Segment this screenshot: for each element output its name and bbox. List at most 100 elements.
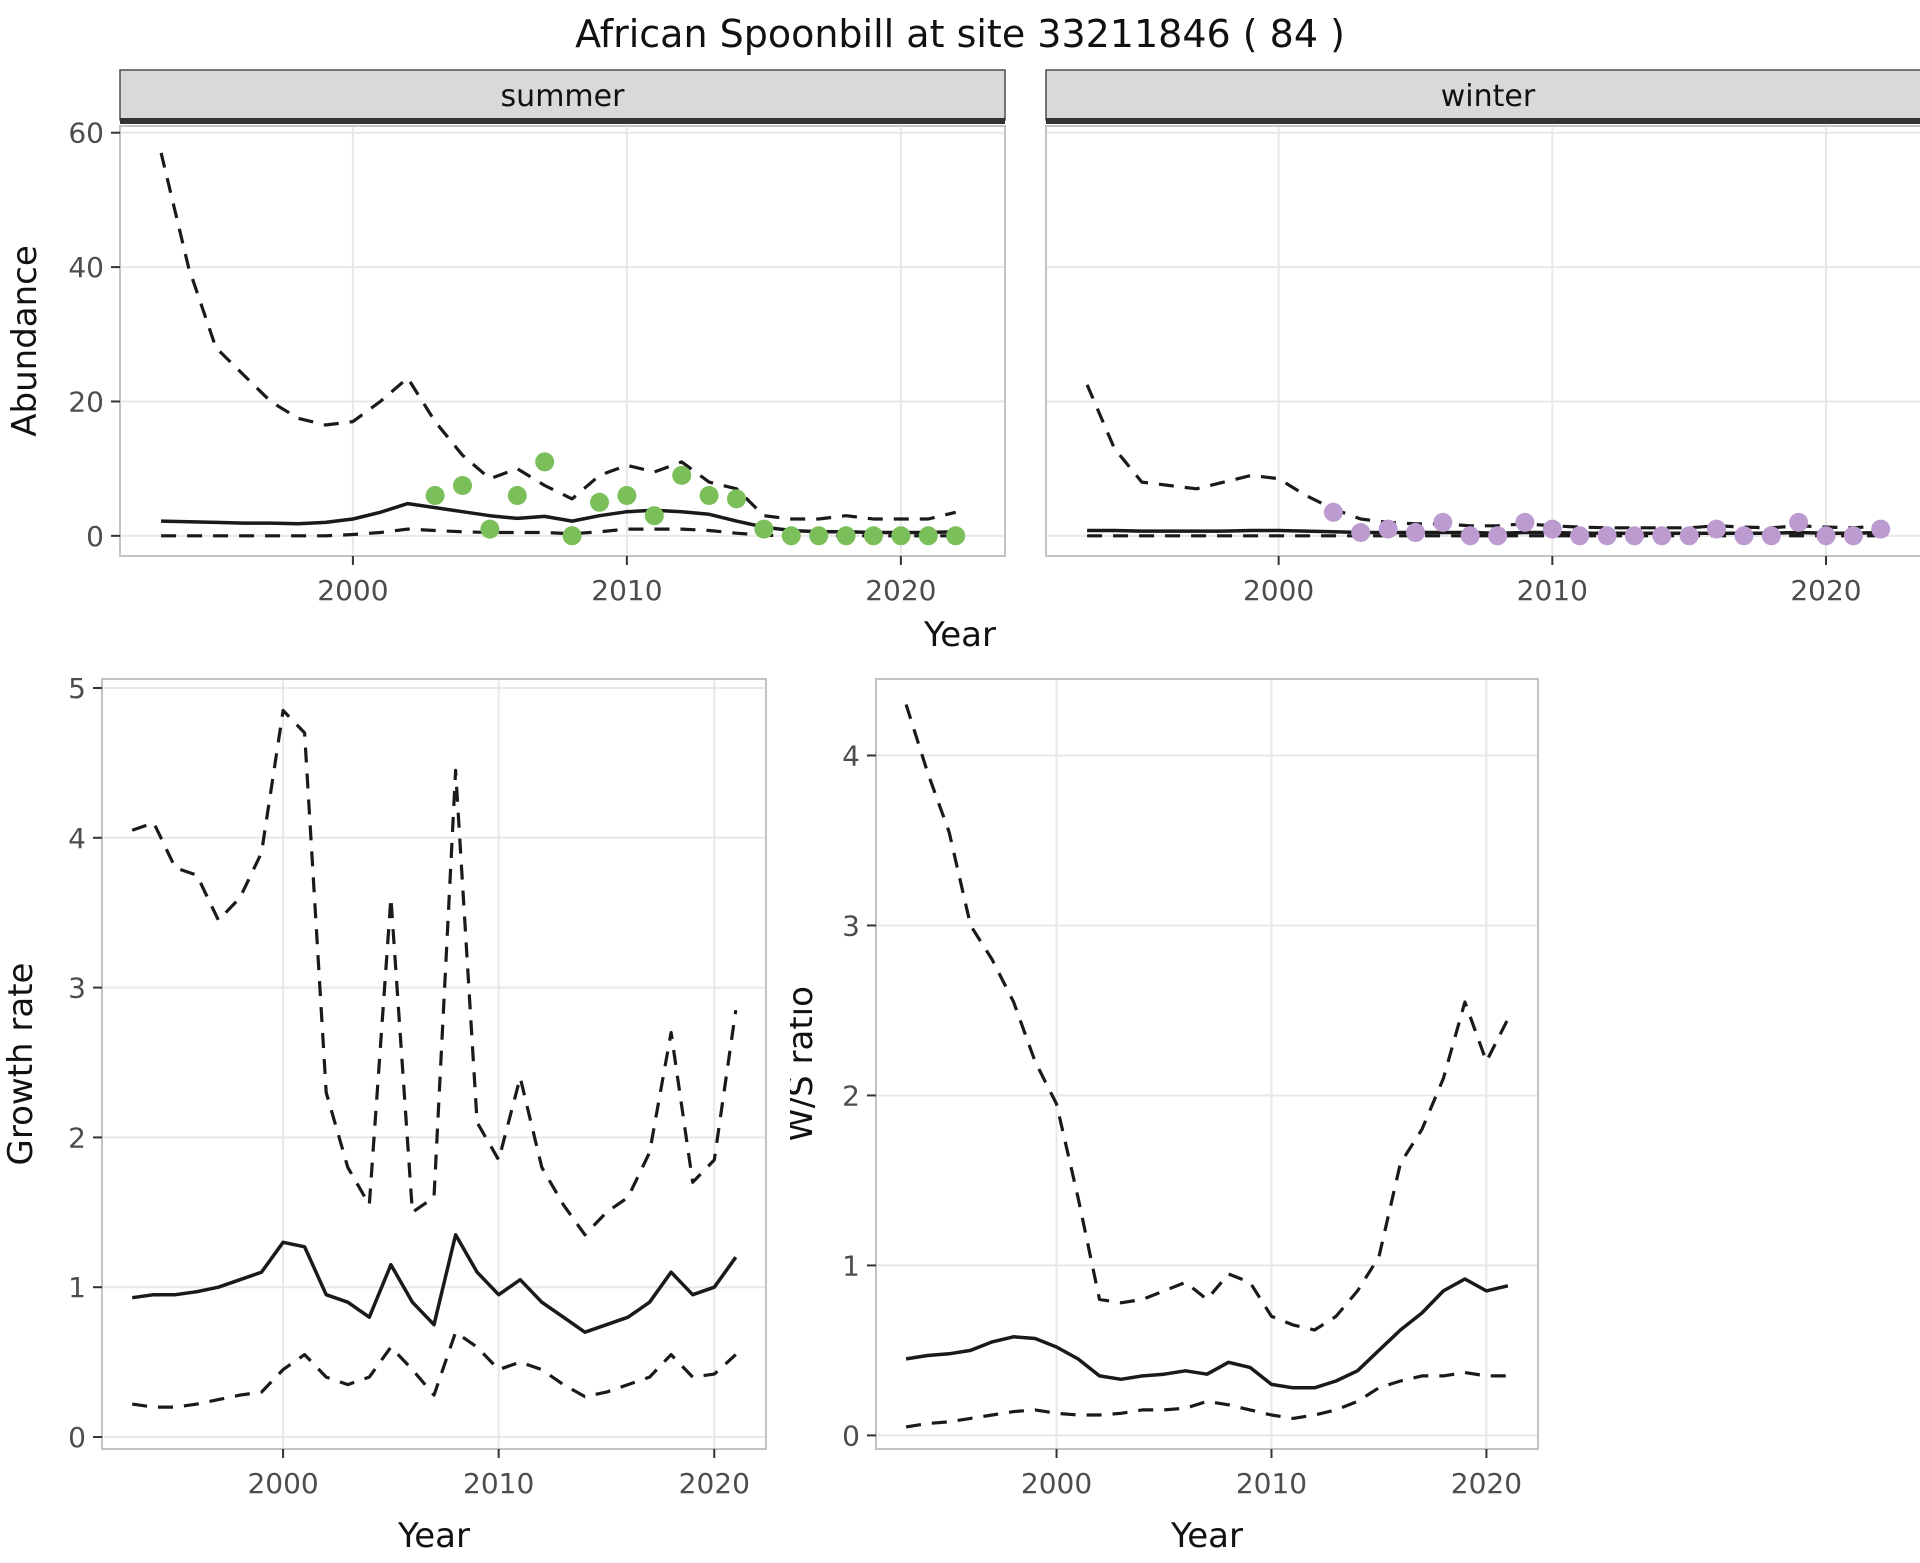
observation-point [1488,526,1508,546]
y-tick-label: 0 [86,520,104,553]
facet-strip [1045,69,1920,121]
upper_95ci-line [131,708,738,1237]
x-tick-label: 2020 [1451,1467,1522,1500]
y-tick-label: 60 [68,117,104,150]
x-tick-label: 2000 [1021,1467,1092,1500]
observation-point [590,492,609,512]
x-tick-label: 2000 [1243,574,1314,607]
observation-point [480,519,500,539]
observation-point [1406,523,1425,542]
observation-point [1323,502,1343,522]
y-tick-label: 0 [68,1421,86,1454]
y-tick-label: 5 [68,672,86,705]
panel-border [101,678,767,1450]
observation-point [1761,526,1781,546]
figure-title: African Spoonbill at site 33211846 ( 84 … [575,12,1345,56]
fitted-line [905,1277,1509,1390]
observation-point [1624,526,1644,546]
observation-point [453,476,472,495]
observation-point [891,526,911,546]
observation-point [1378,519,1398,539]
panel-background [876,679,1538,1449]
x-tick-label: 2010 [463,1467,534,1500]
panel-background [1046,126,1920,556]
observation-point [946,526,966,546]
observation-point [1734,526,1754,546]
observation-point [617,486,637,505]
observation-point [644,506,664,526]
observation-point [535,452,555,472]
y-tick-label: 2 [68,1121,86,1154]
facet-strip-label: winter [1441,79,1536,114]
abundance-facet-row: 2000 2010 2020 0 20 40 60 summer Abundance 2000 2… [0,68,1920,613]
observation-point [1652,526,1672,546]
growth-rate-chart: 2000 2010 2020 0 1 2 3 4 5 Growth rate Year [1,672,767,1556]
y-tick-label: 4 [68,822,86,855]
y-axis-label: Growth rate [1,963,41,1166]
observation-point [1707,519,1726,539]
observation-point [1570,526,1590,546]
observation-point [1433,512,1453,532]
observation-point [1816,526,1836,546]
x-axis-label: Year [1170,1516,1243,1556]
observation-point [1843,526,1863,546]
facet-strip-underline [120,118,1005,124]
y-tick-label: 0 [842,1419,860,1452]
x-axis-label: Year [397,1516,470,1556]
x-tick-label: 2020 [1790,574,1861,607]
top-x-axis-label: Year [924,615,996,655]
observation-point [781,526,801,546]
observation-point [1789,512,1809,532]
fitted-line [131,1233,738,1334]
x-tick-label: 2010 [1517,574,1588,607]
x-tick-label: 2010 [1236,1467,1307,1500]
ws-ratio-chart: 2000 2010 2020 0 1 2 3 4 W/S ratio Year [790,678,1539,1556]
panel-border [119,125,1006,557]
observation-point [562,526,582,546]
winter-abundance-chart: 2000 2010 2020 winter [1045,69,1920,607]
observation-point [727,489,746,509]
facet-strip-underline [1046,118,1920,124]
lower_95ci-line [131,1330,737,1409]
y-axis-label: Abundance [5,245,45,437]
y-tick-label: 1 [842,1249,860,1282]
upper_95ci-line [904,704,1510,1332]
observation-point [1351,523,1371,542]
observation-point [809,526,829,546]
panel-border [875,678,1539,1450]
observation-point [699,486,719,505]
observation-point [1597,526,1617,546]
x-tick-label: 2010 [591,574,662,607]
y-tick-label: 3 [842,909,860,942]
facet-strip-label: summer [501,79,626,114]
y-tick-label: 40 [68,251,104,284]
y-tick-label: 1 [68,1271,86,1304]
observation-point [1679,526,1699,546]
y-tick-label: 20 [68,385,104,418]
observation-point [672,465,692,485]
observation-point [754,519,774,539]
y-tick-label: 2 [842,1079,860,1112]
y-axis-label: W/S ratio [790,986,821,1142]
observation-point [918,526,938,546]
x-tick-label: 2020 [865,574,936,607]
upper_95ci-line [159,152,957,521]
observation-point [1515,512,1535,532]
observation-point [1871,519,1891,539]
derived-metrics-row: 2000 2010 2020 0 1 2 3 4 5 Growth rate Year 2000 20… [0,663,1920,1563]
x-tick-label: 2000 [317,574,388,607]
x-tick-label: 2020 [679,1467,750,1500]
summer-abundance-chart: 2000 2010 2020 0 20 40 60 summer Abundance [5,69,1006,607]
observation-point [836,526,856,546]
y-tick-label: 3 [68,972,86,1005]
upper_95ci-line [1085,384,1881,530]
panel-border [1045,125,1920,557]
observation-point [425,486,445,505]
y-tick-label: 4 [842,739,860,772]
panel-background [120,126,1005,556]
x-tick-label: 2000 [247,1467,318,1500]
observation-point [864,526,883,546]
observation-point [1460,526,1480,546]
observation-point [1542,519,1562,539]
